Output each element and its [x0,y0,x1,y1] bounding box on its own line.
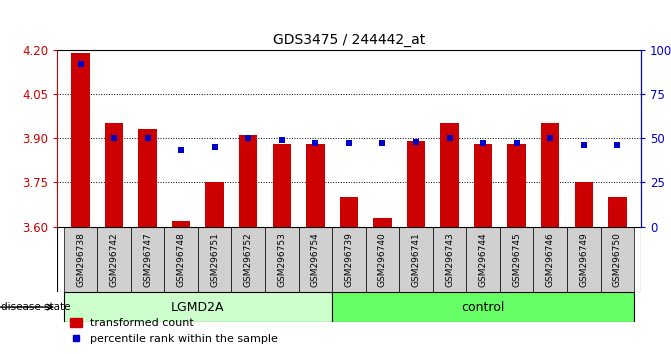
Point [377,141,388,146]
Bar [533,227,567,292]
Bar [373,218,392,227]
Bar [265,227,299,292]
Bar [299,227,332,292]
Point [612,142,623,148]
Text: LGMD2A: LGMD2A [171,301,225,314]
Text: GSM296753: GSM296753 [277,232,287,287]
Bar [164,227,198,292]
Bar [608,197,627,227]
Bar [97,227,131,292]
Text: GSM296750: GSM296750 [613,232,622,287]
Legend: transformed count, percentile rank within the sample: transformed count, percentile rank withi… [66,314,282,348]
Point [209,144,220,150]
Bar [340,197,358,227]
Text: GSM296744: GSM296744 [478,232,488,287]
Point [243,135,254,141]
Bar [474,144,493,227]
Point [411,139,421,144]
Bar [306,144,325,227]
Point [511,141,522,146]
Text: GSM296740: GSM296740 [378,232,387,287]
Bar [440,123,459,227]
Bar [507,144,526,227]
Bar [71,52,90,227]
Bar [332,292,634,322]
Bar [466,227,500,292]
Point [109,135,119,141]
Bar [272,144,291,227]
Point [75,61,86,67]
Bar [198,227,231,292]
Text: GSM296746: GSM296746 [546,232,555,287]
Text: GSM296739: GSM296739 [344,232,354,287]
Bar [541,123,560,227]
Bar [172,221,191,227]
Bar [433,227,466,292]
Title: GDS3475 / 244442_at: GDS3475 / 244442_at [273,33,425,47]
Bar [231,227,265,292]
Text: GSM296754: GSM296754 [311,232,320,287]
Text: GSM296738: GSM296738 [76,232,85,287]
Bar [105,123,123,227]
Text: GSM296742: GSM296742 [109,232,119,287]
Text: disease state: disease state [1,302,70,312]
Bar [407,141,425,227]
Point [344,141,354,146]
Bar [138,129,157,227]
Bar [131,227,164,292]
Bar [239,135,258,227]
Text: GSM296741: GSM296741 [411,232,421,287]
Bar [567,227,601,292]
Point [176,148,187,153]
Bar [332,227,366,292]
Bar [64,292,332,322]
Text: GSM296751: GSM296751 [210,232,219,287]
Bar [601,227,634,292]
Bar [64,227,97,292]
Point [578,142,589,148]
Point [545,135,556,141]
Point [478,141,488,146]
Text: control: control [462,301,505,314]
Text: GSM296749: GSM296749 [579,232,588,287]
Point [310,141,321,146]
Bar [500,227,533,292]
Point [444,135,455,141]
Text: GSM296743: GSM296743 [445,232,454,287]
Text: GSM296745: GSM296745 [512,232,521,287]
Point [142,135,153,141]
Bar [399,227,433,292]
Text: GSM296748: GSM296748 [176,232,186,287]
Bar [205,182,224,227]
Text: GSM296747: GSM296747 [143,232,152,287]
Bar [366,227,399,292]
Text: GSM296752: GSM296752 [244,232,253,287]
Bar [574,182,593,227]
Point [276,137,287,143]
